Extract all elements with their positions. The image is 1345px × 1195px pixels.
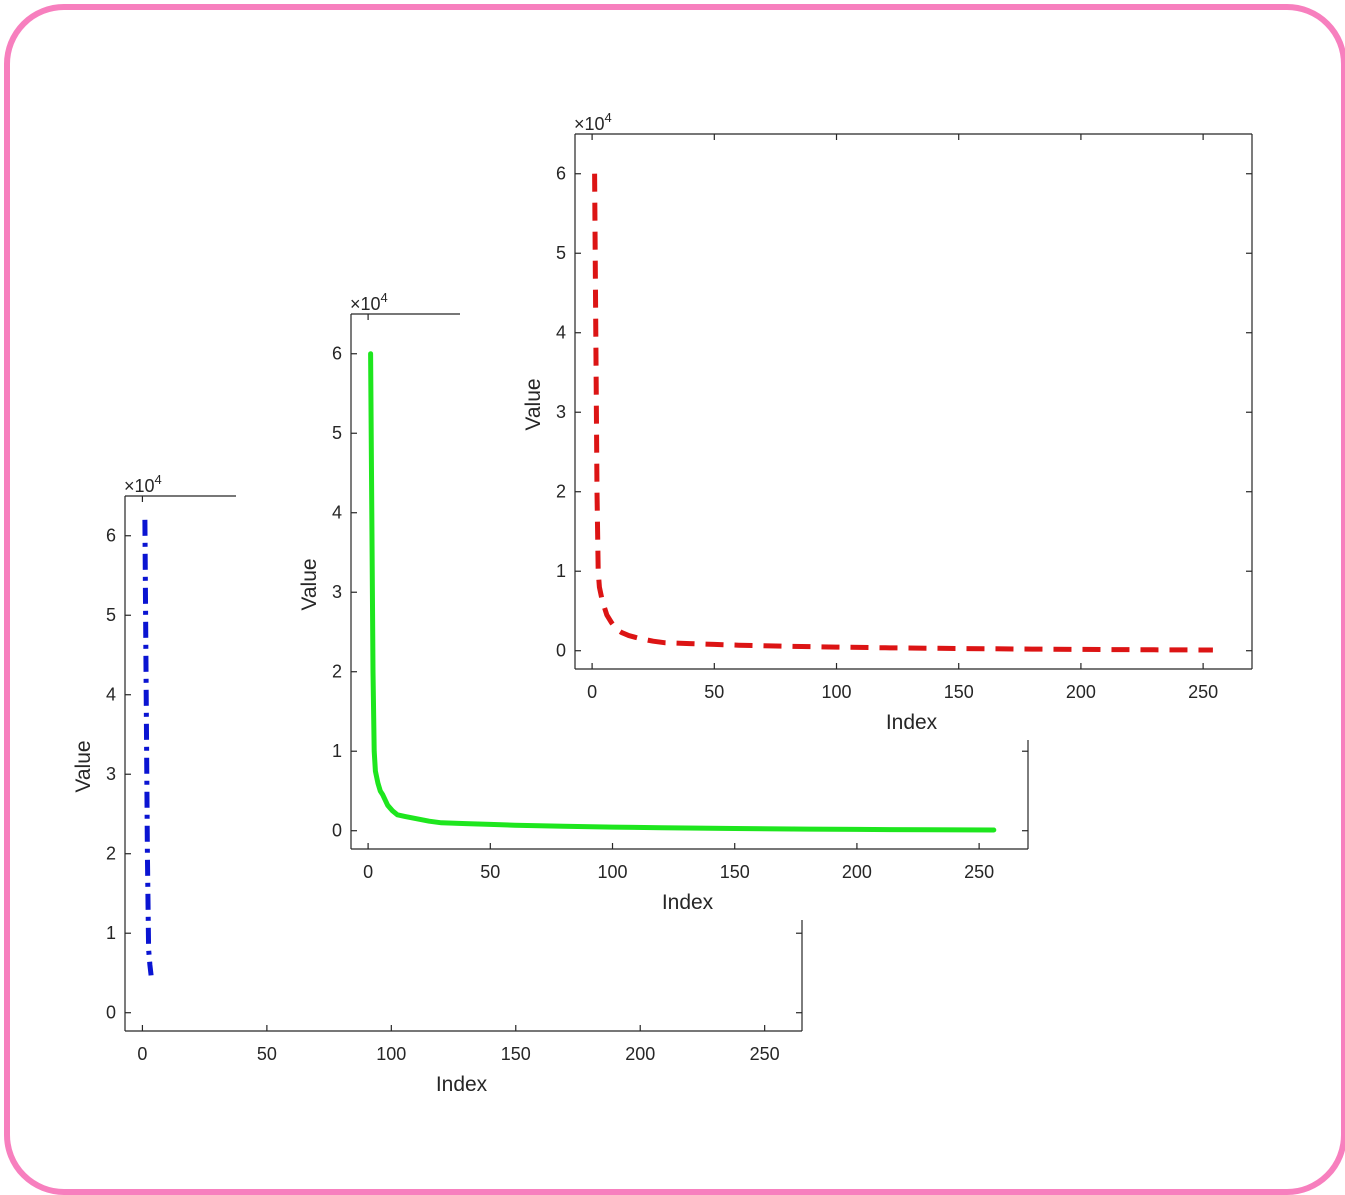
y-axis-label: Value (522, 378, 545, 430)
y-exponent-label: ×104 (124, 472, 162, 496)
y-tick-label: 1 (556, 561, 566, 581)
x-tick-label: 50 (480, 862, 500, 882)
y-tick-label: 5 (556, 243, 566, 263)
x-tick-label: 0 (137, 1044, 147, 1064)
y-exponent-power: 4 (605, 110, 612, 125)
y-exponent-power: 4 (381, 290, 388, 305)
x-tick-label: 250 (1188, 682, 1218, 702)
series-line-back (142, 519, 154, 976)
x-tick-label: 150 (720, 862, 750, 882)
x-tick-label: 0 (363, 862, 373, 882)
x-tick-label: 250 (964, 862, 994, 882)
x-tick-label: 100 (821, 682, 851, 702)
y-tick-label: 1 (332, 741, 342, 761)
y-tick-label: 5 (332, 423, 342, 443)
y-tick-label: 4 (106, 685, 116, 705)
y-tick-label: 4 (332, 503, 342, 523)
series-line-front (592, 173, 1213, 653)
x-tick-label: 200 (625, 1044, 655, 1064)
x-axis-label: Index (662, 891, 714, 914)
y-axis-label: Value (298, 558, 321, 610)
x-tick-label: 250 (750, 1044, 780, 1064)
y-tick-label: 3 (332, 582, 342, 602)
y-tick-label: 6 (332, 344, 342, 364)
x-tick-label: 100 (376, 1044, 406, 1064)
x-axis-label: Index (886, 711, 938, 734)
y-exponent-label: ×104 (574, 110, 612, 134)
y-tick-label: 2 (106, 844, 116, 864)
chart-front: 0 50 100 150 200 250 0 1 2 3 4 5 6 ×104 Index Value (522, 110, 1253, 734)
y-tick-label: 2 (556, 482, 566, 502)
y-tick-label: 4 (556, 323, 566, 343)
plot-area (575, 134, 1252, 669)
x-tick-label: 200 (1066, 682, 1096, 702)
x-axis-label: Index (436, 1073, 488, 1096)
y-tick-label: 6 (106, 526, 116, 546)
y-axis-label: Value (72, 740, 95, 792)
y-tick-label: 0 (106, 1003, 116, 1023)
y-tick-label: 2 (332, 662, 342, 682)
x-tick-label: 100 (597, 862, 627, 882)
x-tick-label: 50 (257, 1044, 277, 1064)
x-tick-label: 150 (501, 1044, 531, 1064)
y-tick-label: 3 (106, 764, 116, 784)
y-exponent-label: ×104 (350, 290, 388, 314)
series-line-middle (368, 351, 997, 833)
x-tick-label: 0 (587, 682, 597, 702)
x-tick-label: 50 (704, 682, 724, 702)
y-tick-label: 5 (106, 605, 116, 625)
y-tick-label: 0 (556, 641, 566, 661)
y-tick-label: 6 (556, 164, 566, 184)
y-tick-label: 1 (106, 923, 116, 943)
y-tick-label: 0 (332, 821, 342, 841)
y-tick-label: 3 (556, 402, 566, 422)
x-tick-label: 150 (944, 682, 974, 702)
y-exponent-power: 4 (155, 472, 162, 487)
x-tick-label: 200 (842, 862, 872, 882)
